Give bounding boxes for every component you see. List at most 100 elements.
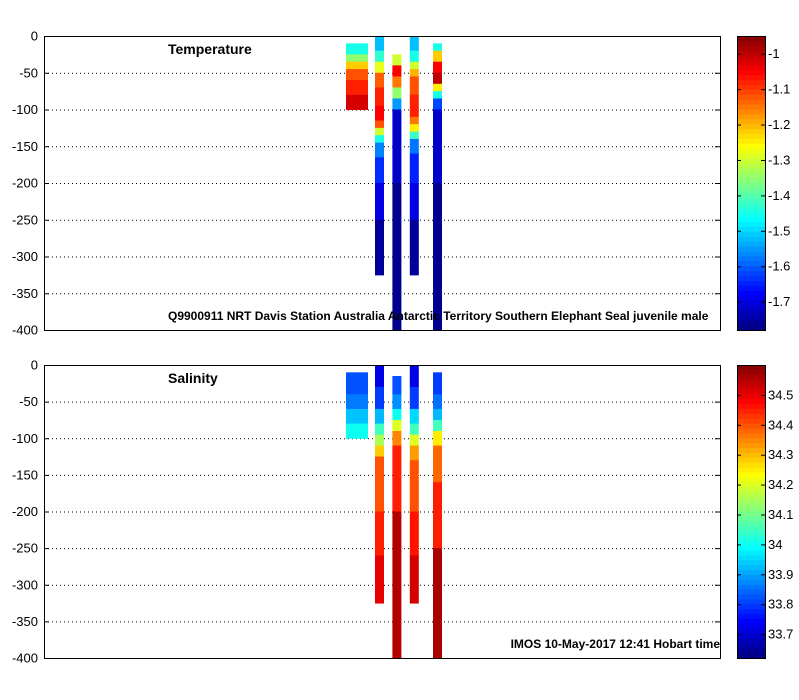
colorbar-cell — [737, 565, 765, 571]
colorbar-tick-label: -1.6 — [768, 259, 790, 274]
profile-cell — [433, 83, 442, 92]
colorbar-cell — [737, 384, 765, 391]
colorbar-tick-label: 34.1 — [768, 507, 793, 522]
profile-cell — [392, 109, 402, 184]
colorbar-cell — [737, 129, 765, 135]
panel-annotation: Q9900911 NRT Davis Station Australia Ant… — [168, 309, 709, 323]
colorbar-cell — [737, 477, 765, 483]
profile-cell — [375, 105, 384, 122]
profile-cell — [346, 423, 368, 439]
colorbar-cell — [737, 614, 765, 620]
colorbar-cell — [737, 295, 765, 302]
profile-cell — [433, 394, 442, 410]
profile-cell — [433, 98, 442, 110]
profile-cell — [375, 219, 384, 276]
profile-cell — [375, 423, 384, 436]
profile-cell — [392, 65, 402, 77]
colorbar-cell — [737, 628, 765, 635]
colorbar-cell — [737, 389, 765, 395]
colorbar-cell — [737, 241, 765, 248]
colorbar-cell — [737, 462, 765, 469]
colorbar-cell — [737, 236, 765, 243]
profile-cell — [433, 408, 442, 421]
profile-cell — [392, 445, 402, 512]
profile-cell — [375, 183, 384, 221]
colorbar-cell — [737, 531, 765, 537]
colorbar-tick-label: 34.5 — [768, 387, 793, 402]
colorbar-cell — [737, 173, 765, 179]
profile-cell — [375, 445, 384, 458]
profile-cell — [392, 419, 402, 432]
y-tick-label: -100 — [12, 431, 38, 446]
profile-cell — [346, 43, 368, 55]
colorbar-cell — [737, 207, 765, 213]
profile-cell — [409, 131, 419, 140]
y-tick-label: 0 — [31, 358, 38, 373]
colorbar-tick-label: -1.3 — [768, 152, 790, 167]
profile-cell — [409, 423, 419, 436]
profile-cell — [433, 61, 442, 74]
y-tick-label: 0 — [31, 29, 38, 44]
colorbar-tick-label: 34.3 — [768, 447, 793, 462]
colorbar-cell — [737, 134, 765, 140]
colorbar-cell — [737, 638, 765, 644]
colorbar-cell — [737, 457, 765, 464]
profile-cell — [433, 445, 442, 483]
colorbar-cell — [737, 550, 765, 557]
colorbar-cell — [737, 271, 765, 277]
colorbar-cell — [737, 369, 765, 376]
colorbar-cell — [737, 443, 765, 449]
colorbar-cell — [737, 618, 765, 625]
colorbar-cell — [737, 178, 765, 184]
colorbar-cell — [737, 202, 765, 209]
colorbar-cell — [737, 374, 765, 381]
colorbar-cell — [737, 570, 765, 576]
colorbar-frame — [737, 36, 766, 331]
colorbar-cell — [737, 300, 765, 307]
colorbar-cell — [737, 124, 765, 130]
colorbar-cell — [737, 305, 765, 311]
colorbar-cell — [737, 653, 765, 659]
y-tick-label: -300 — [12, 577, 38, 592]
colorbar-cell — [737, 648, 765, 654]
colorbar-cell — [737, 623, 765, 630]
colorbar-tick-label: 33.9 — [768, 567, 793, 582]
profile-cell — [409, 153, 419, 184]
colorbar-cell — [737, 158, 765, 164]
profile-cell — [346, 61, 368, 70]
colorbar-cell — [737, 496, 765, 503]
profile-cell — [392, 430, 402, 447]
colorbar-cell — [737, 584, 765, 591]
panel-title: Salinity — [168, 370, 218, 386]
colorbar-tick-label: 34.2 — [768, 477, 793, 492]
colorbar-cell — [737, 325, 765, 331]
profile-cell — [375, 135, 384, 144]
colorbar-cell — [737, 438, 765, 444]
profile-cell — [433, 50, 442, 63]
profile-cell — [433, 372, 442, 395]
colorbar-cell — [737, 232, 765, 238]
profile-cell — [409, 365, 419, 388]
colorbar-cell — [737, 143, 765, 150]
colorbar-cell — [737, 197, 765, 204]
colorbar-cell — [737, 320, 765, 326]
y-tick-label: -400 — [12, 651, 38, 666]
profile-cell — [392, 394, 402, 410]
colorbar-cell — [737, 94, 765, 101]
y-tick-label: -100 — [12, 102, 38, 117]
y-tick-label: -250 — [12, 212, 38, 227]
profile-cell — [433, 419, 442, 432]
colorbar-cell — [737, 99, 765, 106]
y-tick-label: -250 — [12, 541, 38, 556]
profile-cell — [409, 138, 419, 155]
profile-cell — [375, 434, 384, 447]
colorbar-cell — [737, 365, 765, 371]
colorbar-cell — [737, 394, 765, 400]
colorbar-tick-label: -1 — [768, 46, 780, 61]
colorbar-cell — [737, 50, 765, 57]
colorbar-cell — [737, 104, 765, 111]
colorbar-cell — [737, 448, 765, 454]
colorbar-frame — [737, 365, 766, 659]
colorbar-cell — [737, 609, 765, 615]
colorbar-cell — [737, 472, 765, 478]
